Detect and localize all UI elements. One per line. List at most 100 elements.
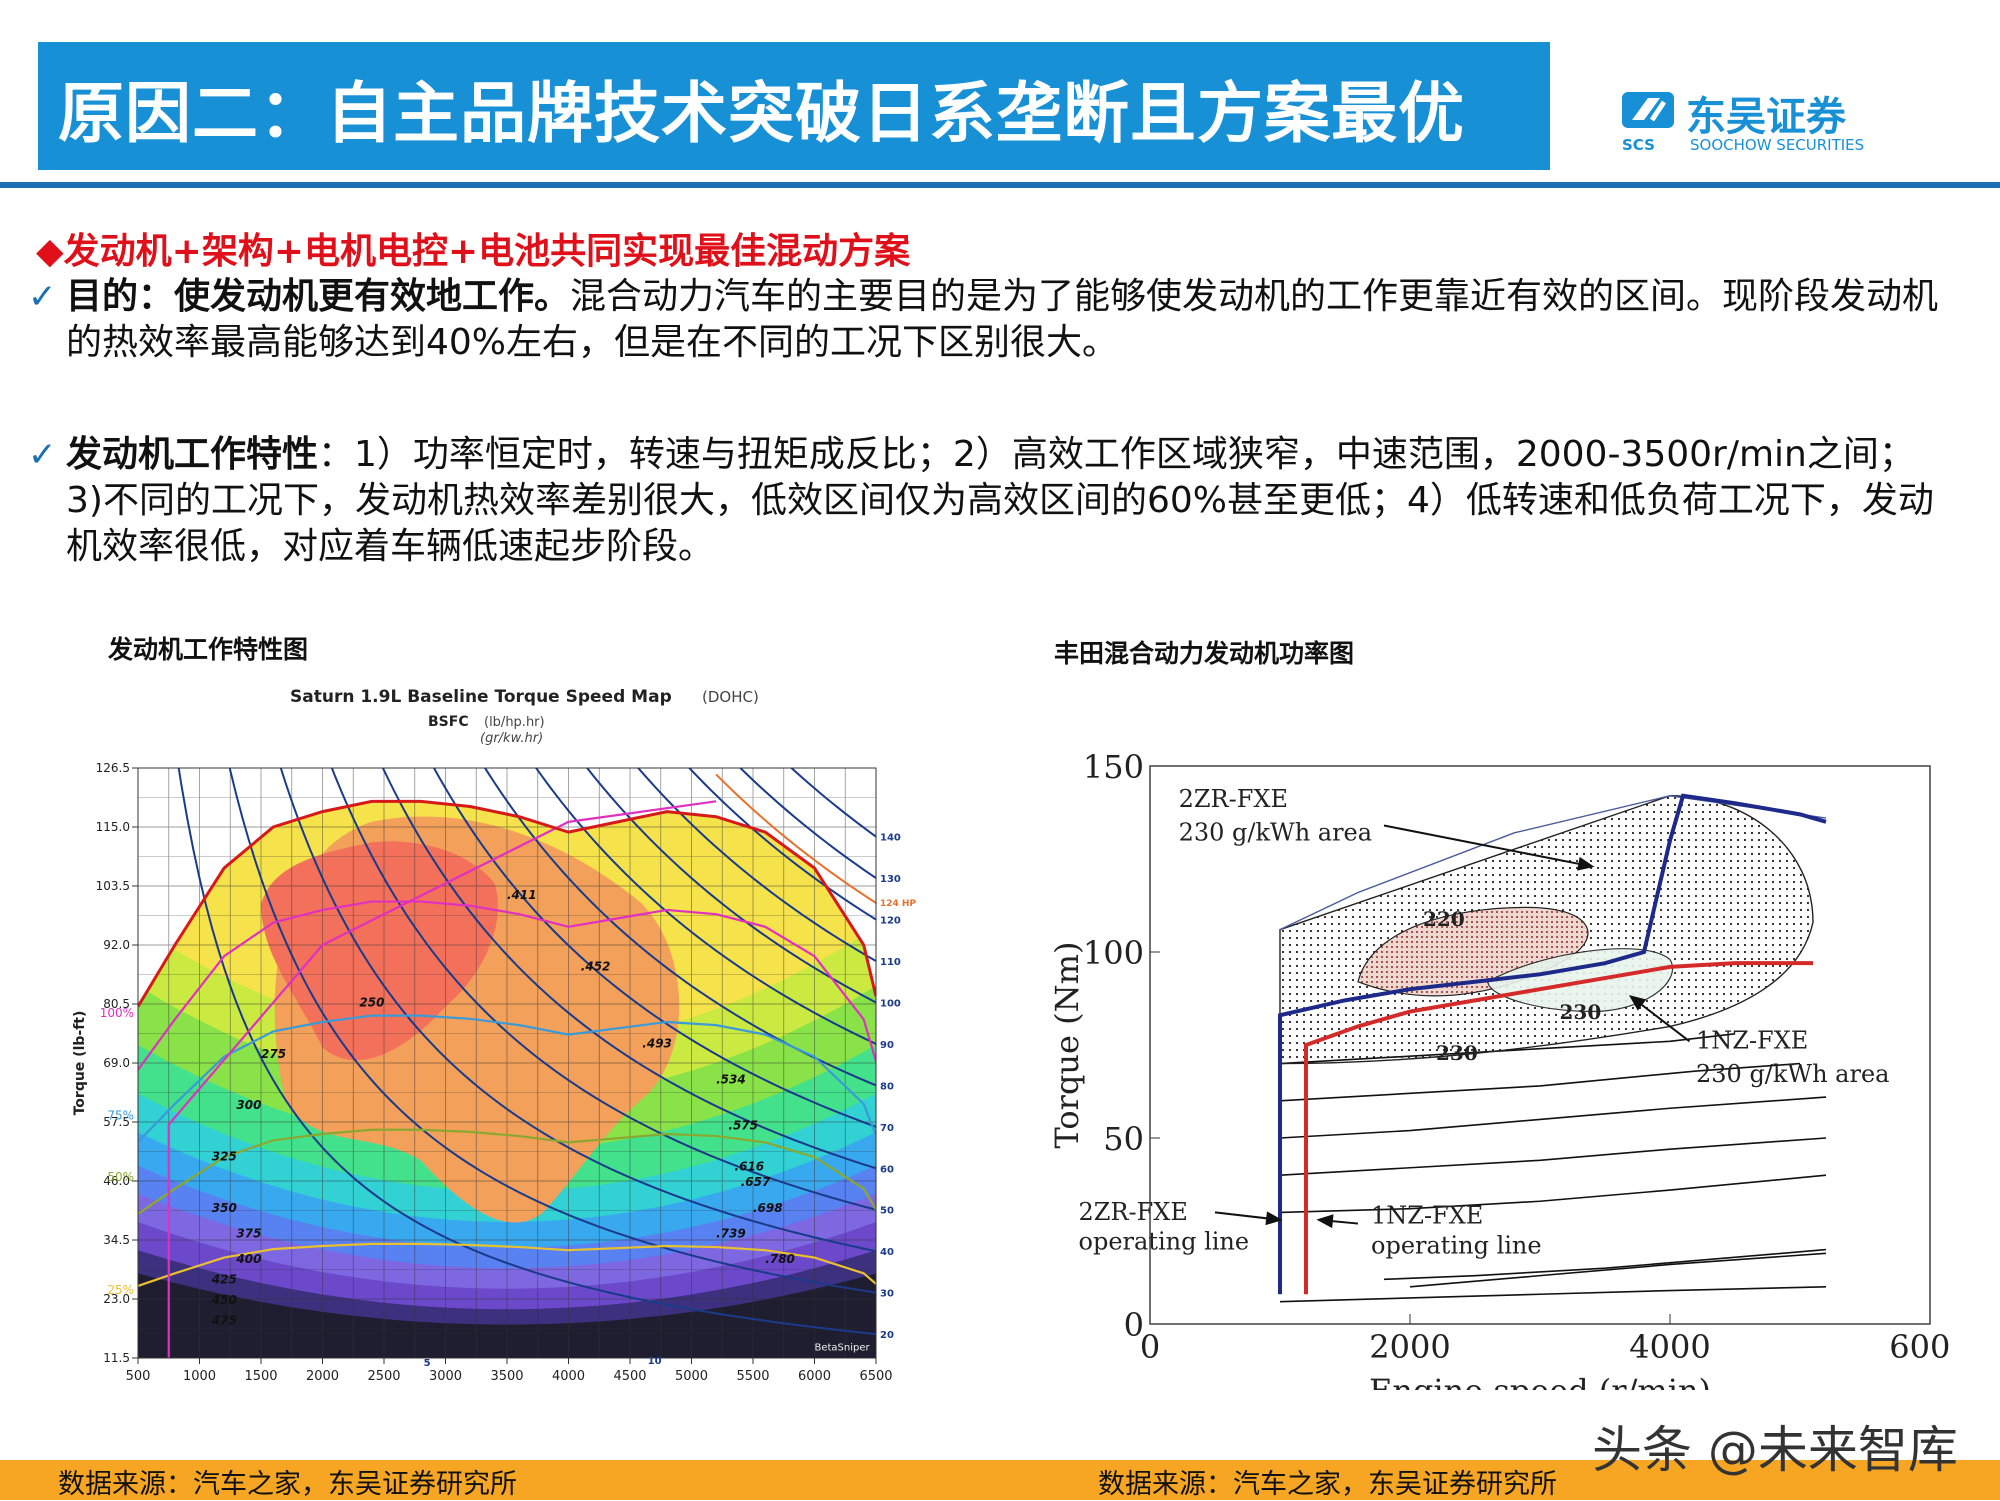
wot-curve — [138, 799, 876, 1008]
checkmark-icon: ✓ — [28, 435, 57, 475]
arrow-head-icon — [1316, 1214, 1334, 1229]
chart-annotation: 230 — [1560, 1000, 1602, 1024]
power-curve — [789, 768, 876, 838]
x-tick-label: 6500 — [859, 1369, 892, 1384]
series-line-1nz — [1304, 961, 1813, 1295]
title-bar — [38, 42, 1550, 170]
left-chart-subtitle: BSFC — [428, 714, 469, 730]
x-tick-label: 2000 — [1369, 1328, 1450, 1366]
contour-label: .739 — [716, 1226, 746, 1240]
left-chart-title: Saturn 1.9L Baseline Torque Speed Map — [290, 687, 672, 707]
logo-mark-icon — [1622, 92, 1674, 128]
y-tick-label: 0 — [1124, 1306, 1144, 1344]
contour-label: .657 — [741, 1175, 771, 1189]
efficiency-contour — [1409, 1252, 1827, 1288]
power-tick-label: 90 — [880, 1040, 894, 1051]
purpose-bold: 目的：使发动机更有效地工作。 — [66, 276, 571, 317]
y-tick-label: 92.0 — [103, 938, 130, 952]
x-tick-label: 3000 — [429, 1369, 462, 1384]
power-curve — [330, 768, 876, 1211]
y-tick-label: 46.0 — [103, 1174, 130, 1188]
peak-power-curve — [715, 773, 876, 904]
power-tick-label: 60 — [880, 1164, 894, 1175]
logo-abbr: SCS — [1622, 136, 1655, 154]
x-tick-label: 2500 — [367, 1369, 400, 1384]
y-tick-label: 69.0 — [103, 1056, 130, 1070]
y-tick-label: 103.5 — [96, 879, 130, 893]
purpose-text: 混合动力汽车的主要目的是为了能够使发动机的工作更靠近有效的区间。现阶段发动机的热… — [66, 276, 1939, 363]
y-tick-label: 57.5 — [103, 1115, 130, 1129]
contour-label: 300 — [236, 1098, 261, 1112]
y-tick-label: 23.0 — [103, 1292, 130, 1306]
y-tick-label: 150 — [1083, 748, 1144, 786]
right-y-axis-label: Torque (Nm) — [1050, 942, 1086, 1149]
arrow-head-icon — [1265, 1211, 1283, 1226]
power-tick-label: 120 — [880, 916, 901, 927]
x-tick-label: 3500 — [490, 1369, 523, 1384]
power-tick-label: 110 — [880, 957, 901, 968]
power-tick-label: 20 — [880, 1330, 894, 1341]
right-x-axis-label: Engine speed (r/min) — [1369, 1372, 1711, 1390]
contour-label: .452 — [581, 960, 611, 974]
power-curve — [585, 768, 876, 1004]
efficiency-contour — [1279, 1174, 1827, 1214]
section-bullet: ◆发动机+架构+电机电控+电池共同实现最佳混动方案 — [36, 231, 911, 272]
contour-label: .411 — [507, 888, 537, 902]
left-chart-subtitle-unit2: (gr/kw.hr) — [480, 731, 543, 746]
left-grid — [138, 768, 876, 1358]
efficiency-contour — [1383, 1248, 1827, 1281]
source-right: 数据来源：汽车之家，东吴证券研究所 — [1098, 1469, 1557, 1500]
contour-label: 425 — [211, 1273, 237, 1287]
power-tick-label: 140 — [880, 833, 901, 844]
chart-annotation: 2ZR-FXE — [1079, 1198, 1188, 1226]
left-chart-title-suffix: (DOHC) — [702, 688, 759, 706]
contour-label: .698 — [753, 1201, 783, 1215]
power-curve — [738, 768, 876, 879]
x-tick-label: 1000 — [183, 1369, 216, 1384]
contour-label: 400 — [235, 1252, 261, 1266]
arrow-line — [1383, 824, 1593, 868]
area-1nz-230 — [1487, 948, 1673, 1013]
power-tick-label: 40 — [880, 1247, 894, 1258]
left-chart-caption: 发动机工作特性图 — [108, 635, 309, 664]
efficiency-contour — [1279, 1062, 1801, 1102]
contour-label: .780 — [765, 1252, 795, 1266]
chart-annotation: operating line — [1079, 1228, 1250, 1256]
watermark: 头条 @未来智库 — [1592, 1421, 1958, 1479]
left-y-axis-label: Torque (lb-ft) — [72, 1011, 88, 1116]
chart-annotation: 230 g/kWh area — [1179, 818, 1372, 846]
power-tick-label: 130 — [880, 874, 901, 885]
arrow-head-icon — [1577, 856, 1595, 871]
chart-annotation: 1NZ-FXE — [1696, 1027, 1808, 1055]
load-percent-label: 75% — [107, 1108, 134, 1122]
efficiency-contour — [1279, 1137, 1827, 1176]
power-tick-label: 50 — [880, 1206, 894, 1217]
load-line — [138, 1014, 876, 1143]
series-line-2zr — [1278, 793, 1827, 1295]
bsfc-island-best — [261, 841, 498, 1061]
power-tick-label: 5 — [424, 1358, 431, 1369]
chart-credit: BetaSniper — [815, 1342, 871, 1353]
left-chart-subtitle-unit: (lb/hp.hr) — [484, 715, 545, 730]
x-tick-label: 4000 — [1629, 1328, 1710, 1366]
load-percent-label: 25% — [107, 1283, 134, 1297]
x-tick-label: 0 — [1140, 1328, 1160, 1366]
contour-label: .493 — [642, 1037, 672, 1051]
chart-annotation: 2ZR-FXE — [1179, 785, 1288, 813]
efficiency-contour — [1279, 1096, 1827, 1139]
efficiency-contours — [1279, 1033, 1827, 1303]
x-tick-label: 1500 — [244, 1369, 277, 1384]
y-tick-label: 80.5 — [103, 997, 130, 1011]
characteristics-bold: 发动机工作特性 — [66, 434, 319, 475]
power-curve — [687, 768, 876, 921]
contour-label: 350 — [212, 1201, 237, 1215]
power-curve — [381, 768, 876, 1170]
y-tick-label: 115.0 — [96, 820, 130, 834]
toyota-engine-power-map: 2ZR-FXE 230 g/kWh area 1NZ-FXE 230 g/kWh ar… — [1050, 748, 1950, 1390]
contour-label: .575 — [728, 1119, 758, 1133]
power-tick-label: 10 — [648, 1356, 662, 1367]
peak-power-label: 124 HP — [880, 899, 916, 909]
x-tick-label: 4500 — [613, 1369, 646, 1384]
y-tick-label: 126.5 — [96, 761, 130, 775]
y-tick-label: 100 — [1083, 934, 1144, 972]
